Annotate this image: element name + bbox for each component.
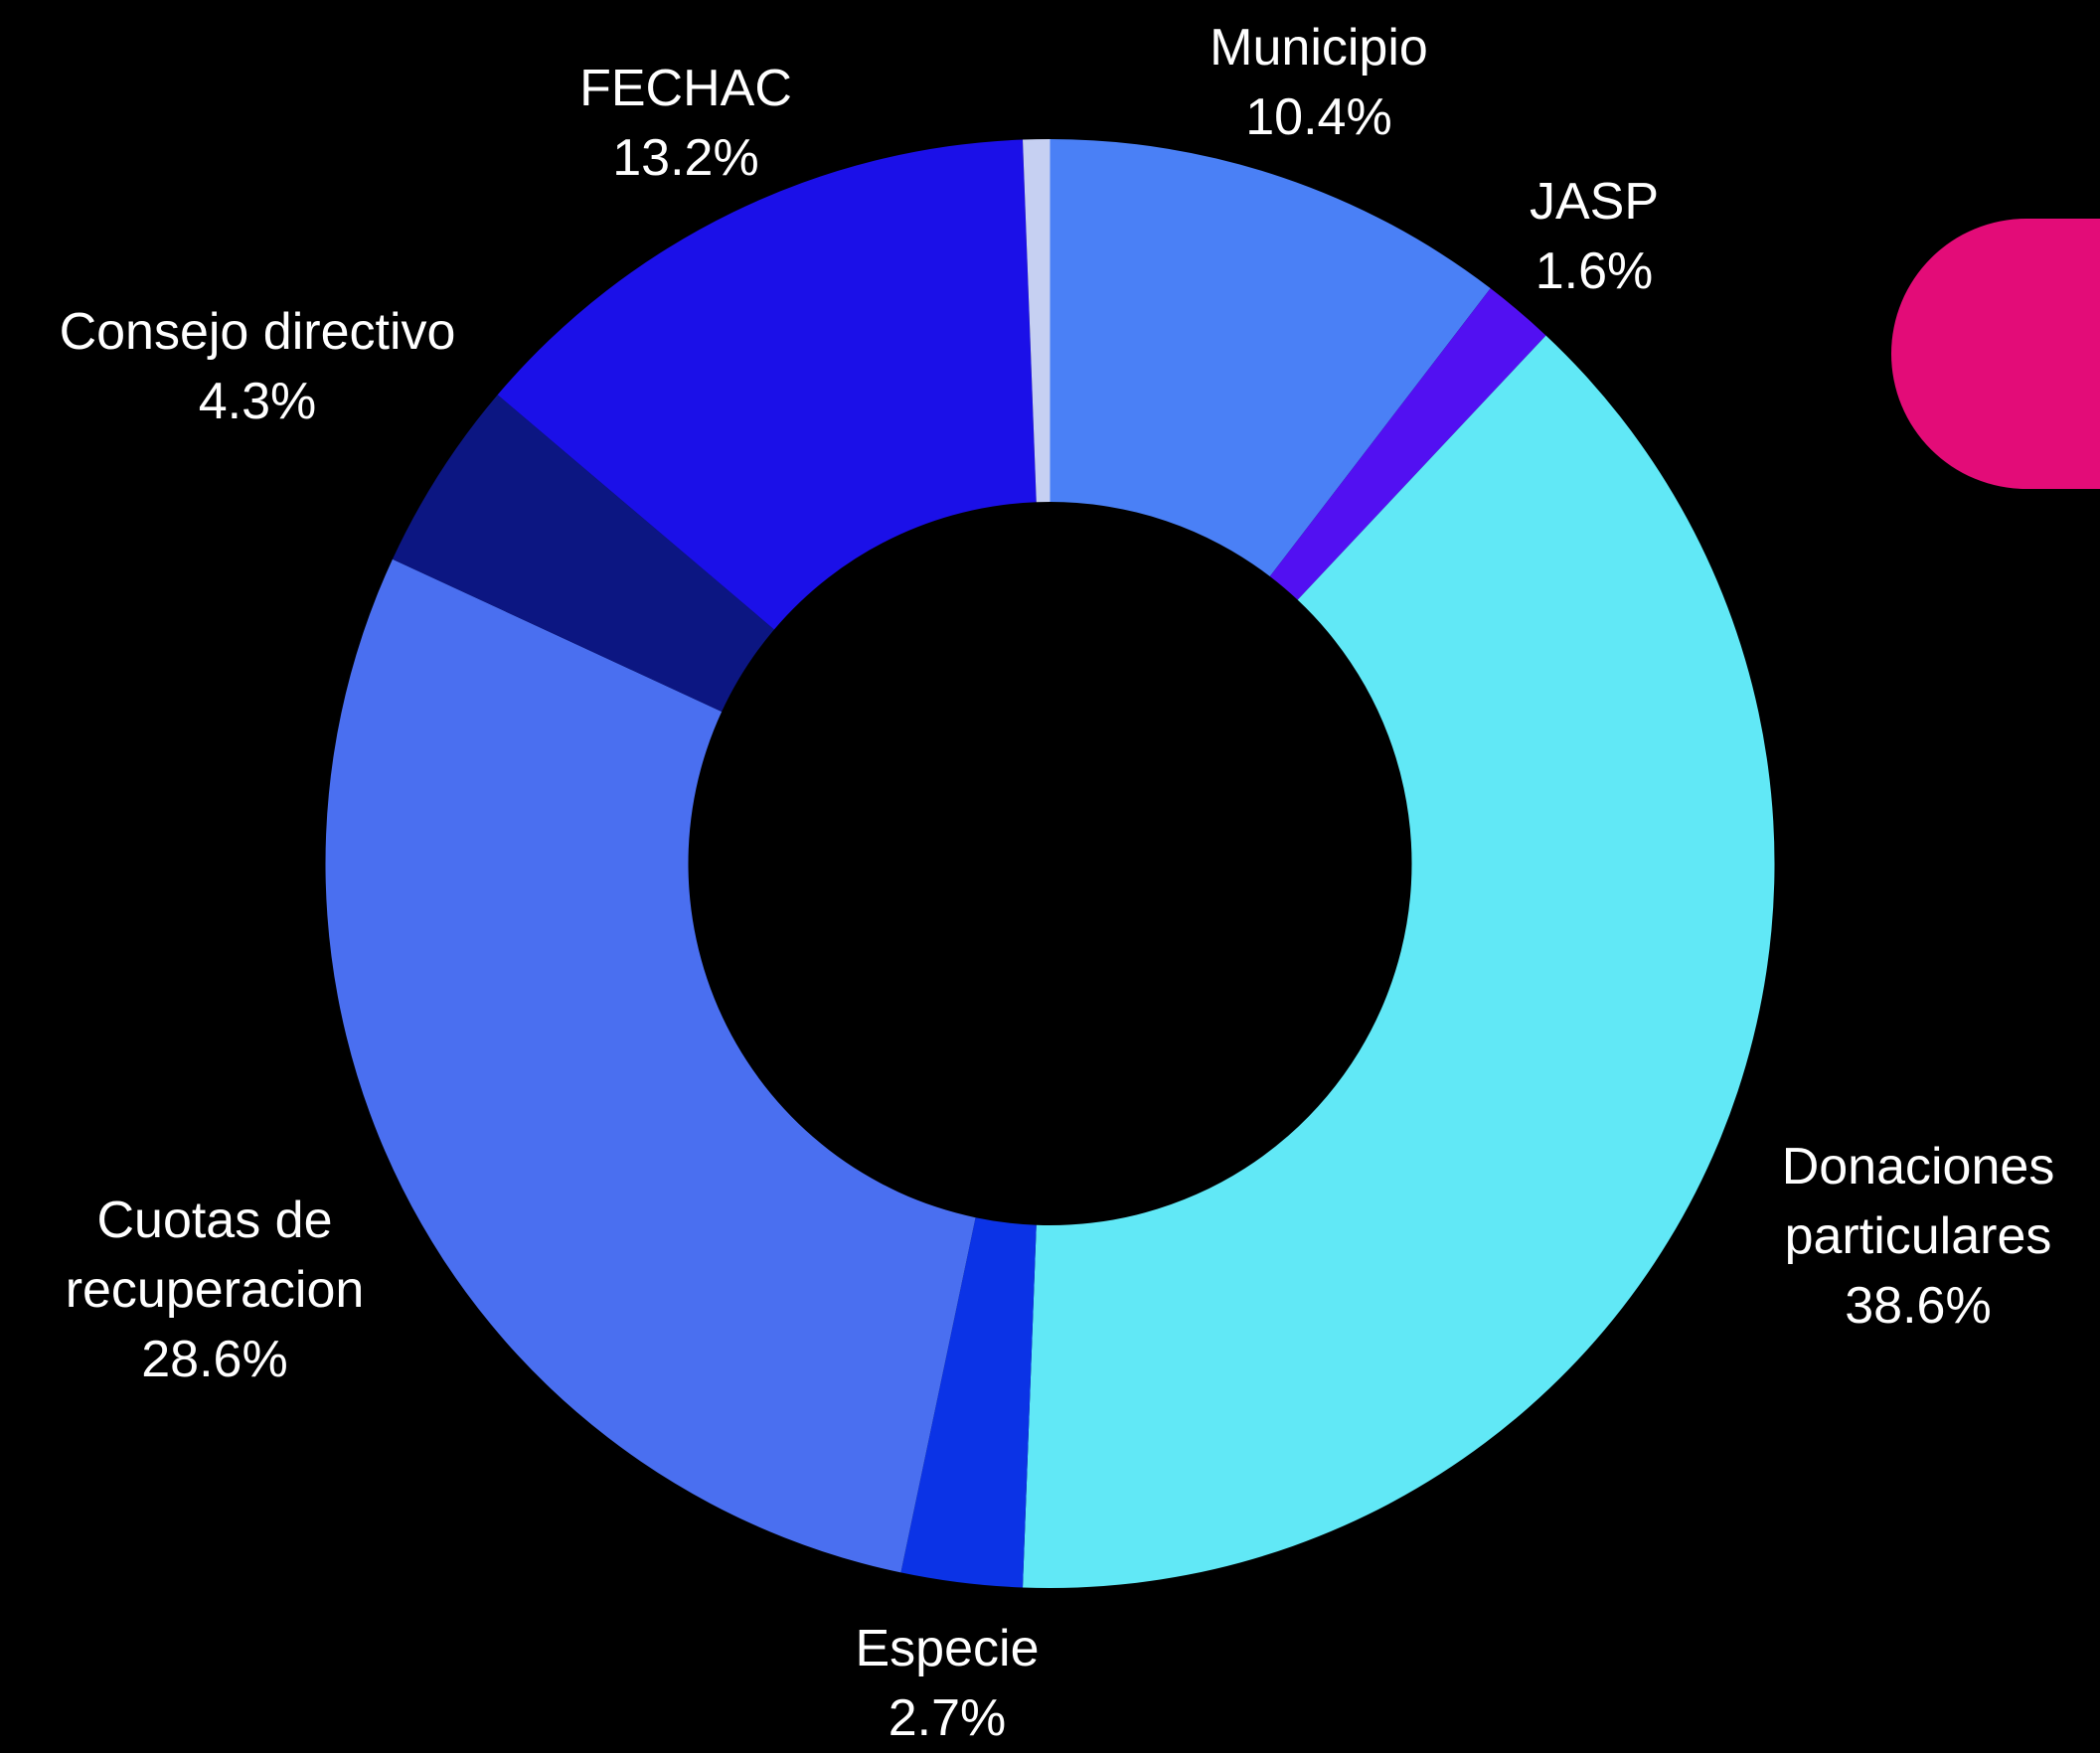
slice-label: Especie 2.7% (699, 1614, 1196, 1753)
category-label: FECHAC (579, 60, 792, 117)
category-label: Municipio (1210, 19, 1428, 77)
value-label: 28.6% (141, 1331, 288, 1388)
value-label: 38.6% (1845, 1277, 1992, 1335)
donut-slice (1023, 139, 1050, 503)
donut-slice (392, 395, 774, 713)
donut-slice (1269, 288, 1546, 600)
slice-label: JASP 1.6% (1395, 167, 1793, 306)
slice-label: Donaciones particulares 38.6% (1709, 1132, 2100, 1341)
donut-slice (1050, 139, 1491, 576)
decoration (1891, 219, 2100, 489)
category-label: Consejo directivo (59, 303, 456, 361)
category-label: Donaciones particulares (1781, 1138, 2055, 1265)
donut-slice (497, 139, 1037, 630)
donut-slice (1023, 335, 1775, 1588)
category-label: Especie (855, 1620, 1040, 1677)
value-label: 10.4% (1245, 88, 1392, 146)
category-label: JASP (1529, 173, 1660, 231)
value-label: 4.3% (198, 373, 317, 430)
category-label: Cuotas de recuperacion (65, 1192, 365, 1319)
value-label: 2.7% (888, 1689, 1007, 1747)
donut-slice (325, 558, 976, 1573)
slice-label: Cuotas de recuperacion 28.6% (16, 1186, 413, 1394)
value-label: 1.6% (1535, 242, 1654, 300)
slice-label: FECHAC 13.2% (437, 54, 934, 193)
value-label: 13.2% (612, 129, 759, 187)
donut-slice (900, 1217, 1037, 1588)
slice-label: Municipio 10.4% (971, 13, 1667, 152)
slice-label: Consejo directivo 4.3% (0, 297, 556, 436)
